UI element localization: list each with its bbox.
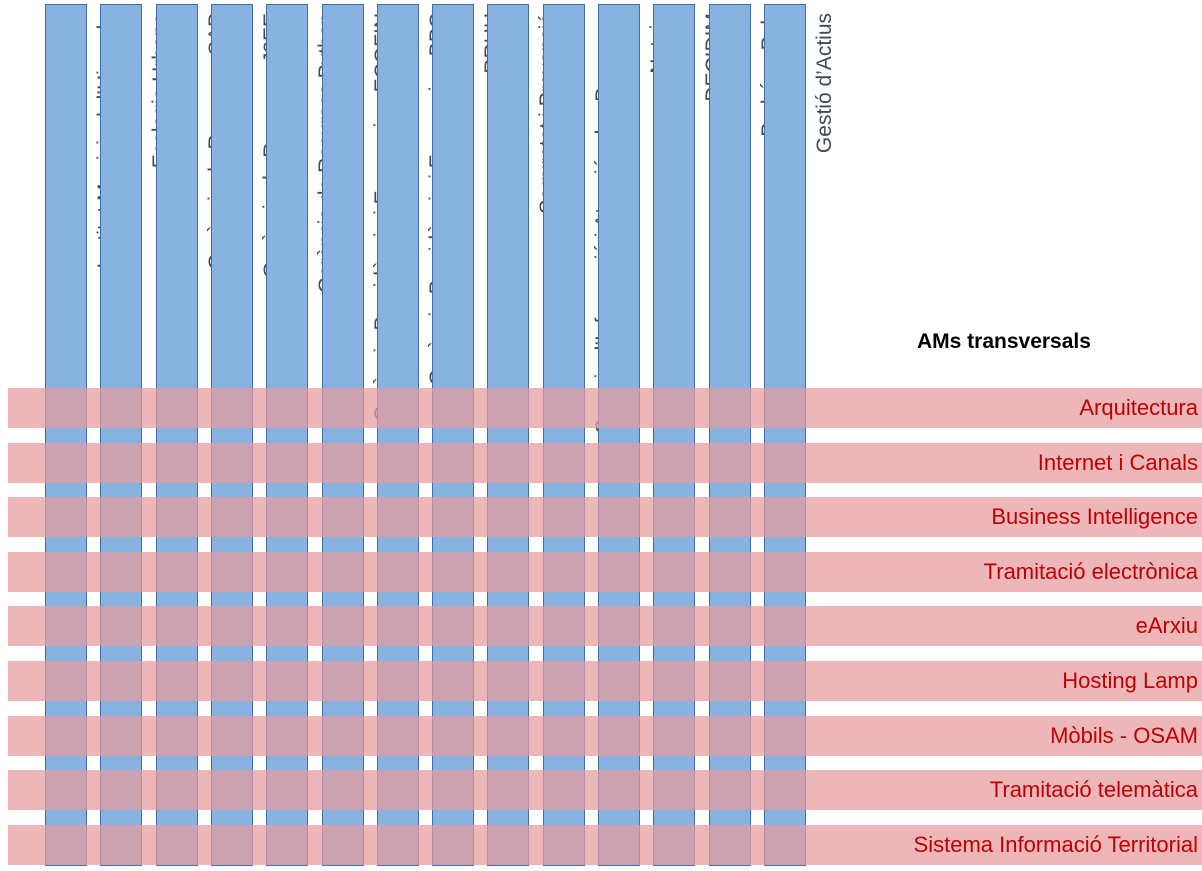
column-label: Gestió d’Actius [813,13,836,154]
row-7: Tramitació telemàtica [8,770,1202,810]
row-label: Internet i Canals [1037,450,1198,475]
row-label: Tramitació electrònica [983,559,1198,584]
row-label: Mòbils - OSAM [1050,723,1198,748]
row-label: eArxiu [1135,613,1198,638]
row-5: Hosting Lamp [8,661,1202,701]
row-label: Business Intelligence [991,504,1198,529]
row-label: Sistema Informació Territorial [913,832,1198,857]
row-label: Hosting Lamp [1062,668,1198,693]
row-4: eArxiu [8,606,1202,646]
row-8: Sistema Informació Territorial [8,825,1202,865]
row-0: Arquitectura [8,388,1202,428]
row-label: Tramitació telemàtica [989,777,1198,802]
row-1: Internet i Canals [8,443,1202,483]
row-label: Arquitectura [1079,395,1198,420]
transversal-header: AMs transversals [917,330,1091,353]
row-2: Business Intelligence [8,497,1202,537]
row-3: Tramitació electrònica [8,552,1202,592]
row-6: Mòbils - OSAM [8,716,1202,756]
